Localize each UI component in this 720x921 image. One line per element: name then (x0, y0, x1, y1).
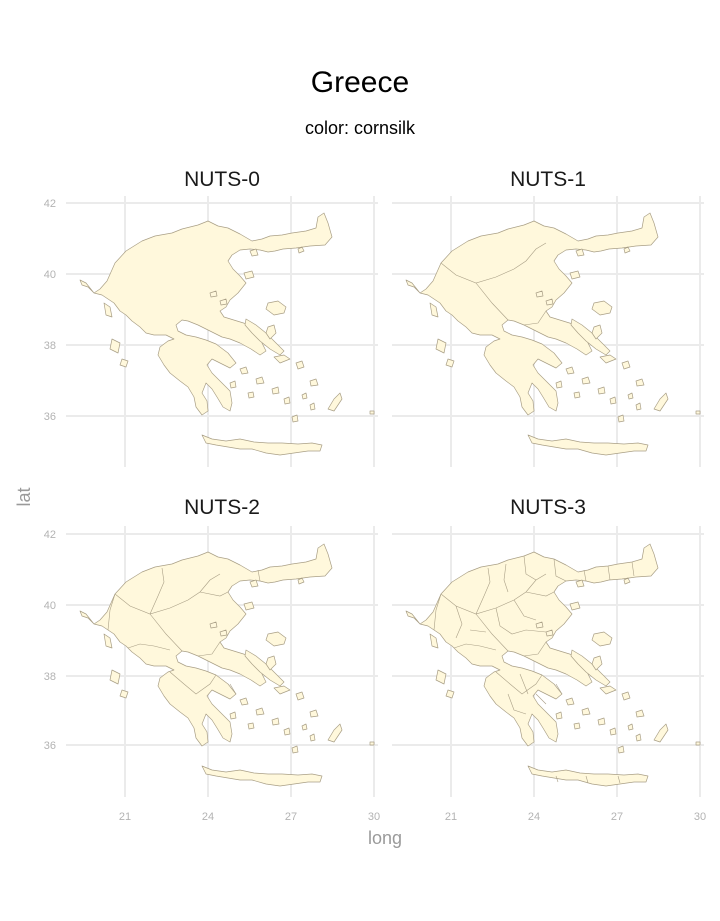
x-tick: 27 (285, 811, 297, 823)
y-tick-labels: 42 40 38 36 (44, 529, 56, 752)
x-tick: 27 (611, 811, 623, 823)
facet-label: NUTS-2 (184, 496, 260, 519)
x-tick: 30 (368, 811, 380, 823)
chart-title: Greece (310, 66, 410, 99)
x-axis-title: long (368, 828, 402, 848)
chart-subtitle: color: cornsilk (304, 118, 416, 138)
y-tick: 42 (44, 529, 56, 541)
y-tick: 38 (44, 340, 56, 352)
facet-label: NUTS-0 (184, 168, 260, 191)
y-tick: 42 (44, 198, 56, 210)
panel-nuts-1: NUTS-1 (392, 168, 704, 467)
y-tick: 40 (44, 600, 56, 612)
facet-label: NUTS-1 (510, 168, 586, 191)
facet-label: NUTS-3 (510, 496, 586, 519)
x-tick: 21 (119, 811, 131, 823)
x-tick-labels: 21 24 27 30 (119, 811, 380, 823)
y-tick-labels: 42 40 38 36 (44, 198, 56, 423)
y-tick: 36 (44, 411, 56, 423)
y-tick: 36 (44, 740, 56, 752)
x-tick: 24 (528, 811, 540, 823)
y-tick: 38 (44, 671, 56, 683)
panel-nuts-2: NUTS-2 42 40 38 36 21 24 27 30 (44, 496, 380, 823)
y-tick: 40 (44, 269, 56, 281)
x-tick: 21 (445, 811, 457, 823)
x-tick: 30 (694, 811, 706, 823)
panel-nuts-3: NUTS-3 21 24 27 30 (392, 496, 706, 823)
y-axis-title: lat (14, 487, 34, 506)
panel-nuts-0: NUTS-0 42 40 38 36 (44, 168, 378, 467)
x-tick: 24 (202, 811, 214, 823)
x-tick-labels: 21 24 27 30 (445, 811, 706, 823)
